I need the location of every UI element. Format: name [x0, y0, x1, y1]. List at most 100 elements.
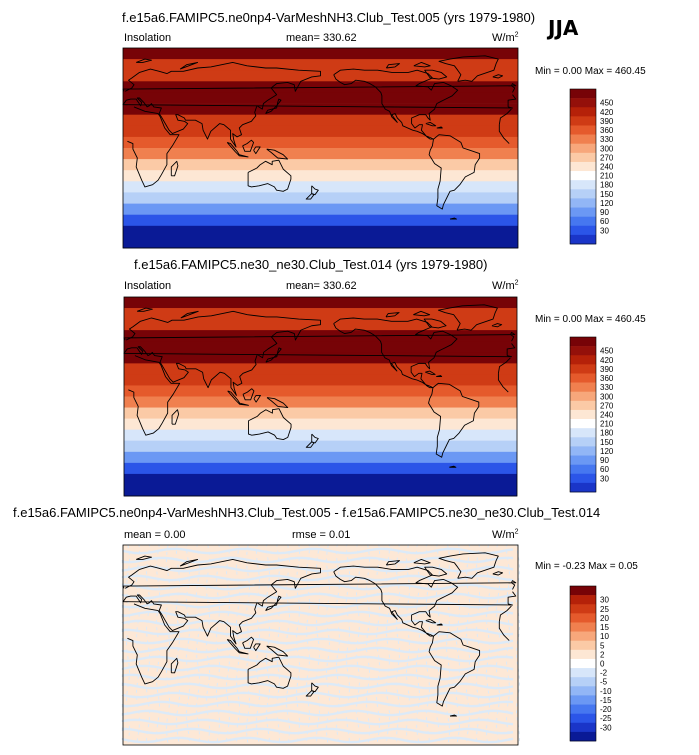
colorbar-tick-2-10: -10: [600, 687, 612, 696]
coastline-2-21: [136, 555, 152, 560]
colorbar-box-0-12: [570, 198, 596, 208]
diff-contour-21: [121, 736, 514, 744]
panel-3-title: f.e15a6.FAMIPC5.ne0np4-VarMeshNH3.Club_T…: [13, 505, 601, 520]
season-label: JJA: [548, 16, 579, 40]
colorbar-tick-0-3: 360: [600, 126, 614, 135]
colorbar-tick-0-11: 120: [600, 199, 614, 208]
colorbar-box-2-10: [570, 677, 596, 687]
colorbar-box-1-1: [570, 346, 596, 356]
diff-vcontour-3: [155, 544, 161, 746]
coastline-0-0: [127, 106, 512, 188]
diff-vcontour-15: [275, 544, 281, 746]
insolation-band-0-8: [123, 136, 518, 149]
colorbar-tick-1-6: 270: [600, 401, 614, 410]
colorbar-tick-2-0: 30: [600, 596, 609, 605]
coastline-1-6: [242, 388, 255, 401]
diff-vcontour-7: [195, 544, 201, 746]
colorbar-tick-2-6: 2: [600, 650, 605, 659]
colorbar-box-2-15: [570, 722, 596, 733]
colorbar-tick-0-13: 60: [600, 217, 609, 226]
colorbar-box-0-6: [570, 143, 596, 154]
diff-vcontour-4: [165, 544, 171, 746]
colorbar-box-2-12: [570, 695, 596, 705]
coastline-2-16: [385, 560, 400, 566]
coastline-1-0: [128, 355, 511, 436]
coastline-0-11: [305, 193, 315, 200]
coastline-1-14: [413, 310, 431, 317]
insolation-band-1-12: [123, 429, 518, 442]
insolation-band-1-8: [123, 385, 518, 397]
coastline-0-23: [449, 217, 458, 220]
insolation-band-0-9: [123, 148, 518, 160]
coastline-2-9: [247, 656, 292, 689]
coastline-0-9: [247, 159, 292, 192]
colorbar-tick-0-12: 90: [600, 208, 609, 217]
panel-1-map: [122, 47, 519, 249]
colorbar-frame-0: [569, 88, 597, 245]
diff-vcontour-23: [355, 544, 361, 746]
diff-vcontour-14: [265, 544, 271, 746]
colorbar-box-1-2: [570, 355, 596, 365]
diff-vcontour-31: [435, 544, 441, 746]
insolation-band-1-17: [123, 484, 518, 497]
diff-vcontour-19: [315, 544, 321, 746]
colorbar-tick-1-3: 360: [600, 374, 614, 383]
insolation-band-0-16: [123, 225, 518, 238]
coastline-2-20: [492, 571, 504, 576]
diff-contour-0: [122, 547, 514, 555]
colorbar-tick-1-10: 150: [600, 438, 614, 447]
colorbar-box-1-4: [570, 373, 596, 383]
panel-1-mean-label: mean= 330.62: [286, 32, 357, 44]
insolation-band-0-6: [123, 114, 518, 127]
coastline-1-18: [425, 370, 436, 375]
coastline-2-22: [179, 558, 199, 567]
diff-contour-6: [121, 601, 514, 609]
colorbar-box-2-4: [570, 622, 596, 632]
diff-vcontour-10: [225, 544, 231, 746]
colorbar-box-1-11: [570, 437, 596, 447]
coastline-1-21: [136, 307, 153, 312]
panel-3-rmse-label: rmse = 0.01: [292, 529, 351, 541]
colorbar-tick-1-12: 90: [600, 456, 609, 465]
colorbar-box-2-7: [570, 649, 596, 660]
colorbar-box-2-9: [570, 668, 596, 678]
panel-2-variable-label: Insolation: [124, 280, 172, 292]
colorbar-box-0-13: [570, 207, 596, 217]
colorbar-tick-0-10: 150: [600, 190, 614, 199]
insolation-band-1-16: [123, 473, 518, 486]
insolation-band-0-7: [123, 125, 518, 138]
coastline-0-17: [428, 134, 481, 210]
diff-vcontour-26: [385, 544, 391, 746]
insolation-band-0-15: [123, 214, 518, 227]
colorbar-box-1-0: [570, 337, 596, 347]
diff-contour-10: [121, 637, 514, 645]
coastline-0-6: [242, 139, 255, 152]
coastline-2-11: [305, 690, 315, 697]
coastline-1-23: [449, 465, 457, 468]
insolation-band-1-5: [123, 352, 518, 364]
colorbar-box-0-8: [570, 161, 596, 172]
colorbar-tick-2-3: 15: [600, 623, 609, 632]
coastline-0-1: [122, 61, 517, 148]
panel-1-units: W/m2: [492, 31, 519, 44]
coastline-1-20: [491, 323, 503, 328]
colorbar-box-1-10: [570, 428, 596, 438]
panel-2-minmax: Min = 0.00 Max = 460.45: [535, 314, 646, 325]
colorbar-frame-1: [569, 336, 597, 493]
colorbar-tick-2-9: -5: [600, 678, 608, 687]
colorbar-tick-0-4: 330: [600, 135, 614, 144]
coastline-2-13: [438, 552, 499, 579]
coastline-2-18: [425, 618, 437, 624]
colorbar-box-0-7: [570, 152, 596, 163]
diff-contour-9: [121, 628, 514, 636]
colorbar-tick-2-8: -2: [600, 669, 608, 678]
colorbar-tick-0-1: 420: [600, 108, 614, 117]
colorbar-box-0-10: [570, 180, 596, 190]
coastline-2-5: [226, 638, 249, 655]
diff-contour-2: [121, 565, 514, 573]
diff-vcontour-27: [395, 544, 401, 746]
colorbar-tick-1-2: 390: [600, 365, 614, 374]
diff-vcontour-11: [235, 544, 241, 746]
coastline-1-12: [333, 317, 458, 389]
coastline-1-1: [123, 310, 516, 396]
